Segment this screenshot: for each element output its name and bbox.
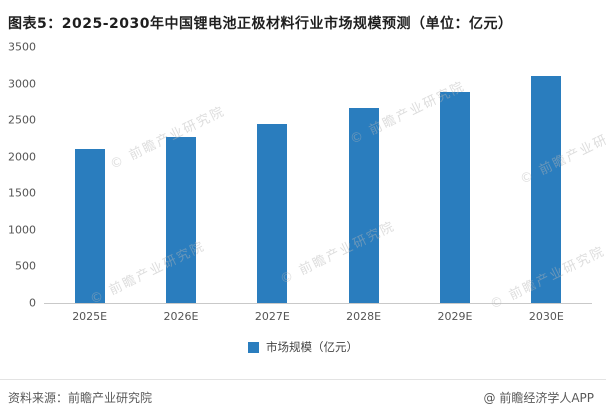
y-tick-label: 3000 [8,77,36,91]
bar-2025E [74,149,105,303]
y-tick-label: 1500 [8,186,36,200]
x-tick-label: 2030E [528,310,564,323]
credit-text: @ 前瞻经济学人APP [483,391,595,405]
y-tick-label: 1000 [8,223,36,237]
x-tick-label: 2026E [163,310,199,323]
x-tick-label: 2028E [346,310,382,323]
source-text: 资料来源：前瞻产业研究院 [8,391,153,405]
y-tick-label: 3500 [8,40,36,54]
chart-title: 图表5：2025-2030年中国锂电池正极材料行业市场规模预测（单位：亿元） [8,16,513,32]
y-tick-label: 2000 [8,150,36,164]
legend-label: 市场规模（亿元） [266,340,358,354]
bar-slot [227,47,318,303]
bar-slot [318,47,409,303]
bar-slot [501,47,592,303]
bar-slot [409,47,500,303]
bar-slot [44,47,135,303]
legend-swatch [248,341,259,353]
x-tick-label: 2027E [254,310,290,323]
chart-area: 3500 3000 2500 2000 1500 1000 500 0 © 前瞻产业研究院 © … [8,41,606,313]
bar-2027E [257,123,288,303]
x-tick-label: 2029E [437,310,473,323]
bar-2029E [439,91,470,303]
bar-2026E [165,136,196,303]
bar-2028E [348,108,379,303]
y-tick-label: 0 [29,296,36,310]
footer: 资料来源：前瞻产业研究院 @ 前瞻经济学人APP [0,379,606,416]
plot-area: © 前瞻产业研究院 © 前瞻产业研究院 © 前瞻产业研究院 © 前瞻产业研究院 © 前瞻… [44,47,606,313]
bar-2030E [531,75,562,303]
bar-slot [135,47,226,303]
x-tick-label: 2025E [72,310,108,323]
y-tick-label: 2500 [8,113,36,127]
y-axis: 3500 3000 2500 2000 1500 1000 500 0 [8,41,44,310]
legend: 市场规模（亿元） [0,339,606,355]
x-axis: 2025E 2026E 2027E 2028E 2029E 2030E [44,310,592,323]
y-tick-label: 500 [15,259,36,273]
